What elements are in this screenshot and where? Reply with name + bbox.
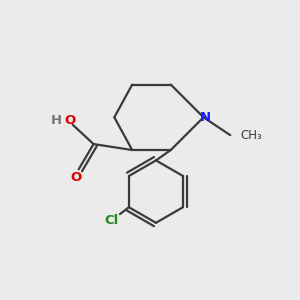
Text: CH₃: CH₃ [241, 129, 262, 142]
Text: O: O [71, 171, 82, 184]
Text: H: H [51, 114, 62, 127]
Text: O: O [64, 114, 75, 127]
Text: N: N [200, 111, 211, 124]
Text: Cl: Cl [104, 214, 118, 227]
